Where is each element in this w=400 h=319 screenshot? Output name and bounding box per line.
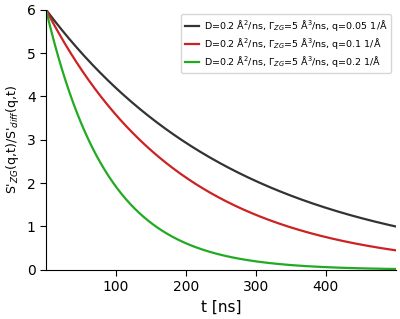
D=0.2 Å$^2$/ns, Γ$_{ZG}$=5 Å$^3$/ns, q=0.1 1/Å xyxy=(383,247,388,251)
D=0.2 Å$^2$/ns, Γ$_{ZG}$=5 Å$^3$/ns, q=0.1 1/Å xyxy=(214,194,219,198)
D=0.2 Å$^2$/ns, Γ$_{ZG}$=5 Å$^3$/ns, q=0.05 1/Å xyxy=(383,222,388,226)
Line: D=0.2 Å$^2$/ns, Γ$_{ZG}$=5 Å$^3$/ns, q=0.2 1/Å: D=0.2 Å$^2$/ns, Γ$_{ZG}$=5 Å$^3$/ns, q=0… xyxy=(47,13,396,269)
D=0.2 Å$^2$/ns, Γ$_{ZG}$=5 Å$^3$/ns, q=0.2 1/Å xyxy=(394,267,398,271)
Line: D=0.2 Å$^2$/ns, Γ$_{ZG}$=5 Å$^3$/ns, q=0.1 1/Å: D=0.2 Å$^2$/ns, Γ$_{ZG}$=5 Å$^3$/ns, q=0… xyxy=(47,11,396,250)
D=0.2 Å$^2$/ns, Γ$_{ZG}$=5 Å$^3$/ns, q=0.2 1/Å xyxy=(205,249,210,253)
D=0.2 Å$^2$/ns, Γ$_{ZG}$=5 Å$^3$/ns, q=0.05 1/Å xyxy=(394,225,398,228)
D=0.2 Å$^2$/ns, Γ$_{ZG}$=5 Å$^3$/ns, q=0.05 1/Å xyxy=(62,31,67,35)
D=0.2 Å$^2$/ns, Γ$_{ZG}$=5 Å$^3$/ns, q=0.05 1/Å xyxy=(383,222,388,226)
D=0.2 Å$^2$/ns, Γ$_{ZG}$=5 Å$^3$/ns, q=0.2 1/Å xyxy=(214,252,219,256)
D=0.2 Å$^2$/ns, Γ$_{ZG}$=5 Å$^3$/ns, q=0.05 1/Å xyxy=(205,154,210,158)
Legend: D=0.2 Å$^2$/ns, Γ$_{ZG}$=5 Å$^3$/ns, q=0.05 1/Å, D=0.2 Å$^2$/ns, Γ$_{ZG}$=5 Å$^3: D=0.2 Å$^2$/ns, Γ$_{ZG}$=5 Å$^3$/ns, q=0… xyxy=(181,14,391,73)
Y-axis label: S$'_{ZG}$(q,t)/S$'_{diff}$(q,t): S$'_{ZG}$(q,t)/S$'_{diff}$(q,t) xyxy=(4,85,21,194)
X-axis label: t [ns]: t [ns] xyxy=(201,300,241,315)
D=0.2 Å$^2$/ns, Γ$_{ZG}$=5 Å$^3$/ns, q=0.1 1/Å xyxy=(44,9,49,13)
Line: D=0.2 Å$^2$/ns, Γ$_{ZG}$=5 Å$^3$/ns, q=0.05 1/Å: D=0.2 Å$^2$/ns, Γ$_{ZG}$=5 Å$^3$/ns, q=0… xyxy=(47,11,396,226)
D=0.2 Å$^2$/ns, Γ$_{ZG}$=5 Å$^3$/ns, q=0.2 1/Å xyxy=(383,267,388,271)
D=0.2 Å$^2$/ns, Γ$_{ZG}$=5 Å$^3$/ns, q=0.2 1/Å xyxy=(44,11,49,15)
D=0.2 Å$^2$/ns, Γ$_{ZG}$=5 Å$^3$/ns, q=0.1 1/Å xyxy=(319,234,324,238)
D=0.2 Å$^2$/ns, Γ$_{ZG}$=5 Å$^3$/ns, q=0.05 1/Å xyxy=(319,204,324,208)
D=0.2 Å$^2$/ns, Γ$_{ZG}$=5 Å$^3$/ns, q=0.2 1/Å xyxy=(319,265,324,269)
D=0.2 Å$^2$/ns, Γ$_{ZG}$=5 Å$^3$/ns, q=0.2 1/Å xyxy=(383,267,388,271)
D=0.2 Å$^2$/ns, Γ$_{ZG}$=5 Å$^3$/ns, q=0.05 1/Å xyxy=(214,159,219,163)
D=0.2 Å$^2$/ns, Γ$_{ZG}$=5 Å$^3$/ns, q=0.1 1/Å xyxy=(394,249,398,252)
D=0.2 Å$^2$/ns, Γ$_{ZG}$=5 Å$^3$/ns, q=0.1 1/Å xyxy=(62,41,67,45)
D=0.2 Å$^2$/ns, Γ$_{ZG}$=5 Å$^3$/ns, q=0.2 1/Å xyxy=(62,76,67,79)
D=0.2 Å$^2$/ns, Γ$_{ZG}$=5 Å$^3$/ns, q=0.1 1/Å xyxy=(205,189,210,193)
D=0.2 Å$^2$/ns, Γ$_{ZG}$=5 Å$^3$/ns, q=0.05 1/Å xyxy=(44,9,49,12)
D=0.2 Å$^2$/ns, Γ$_{ZG}$=5 Å$^3$/ns, q=0.1 1/Å xyxy=(383,247,388,251)
